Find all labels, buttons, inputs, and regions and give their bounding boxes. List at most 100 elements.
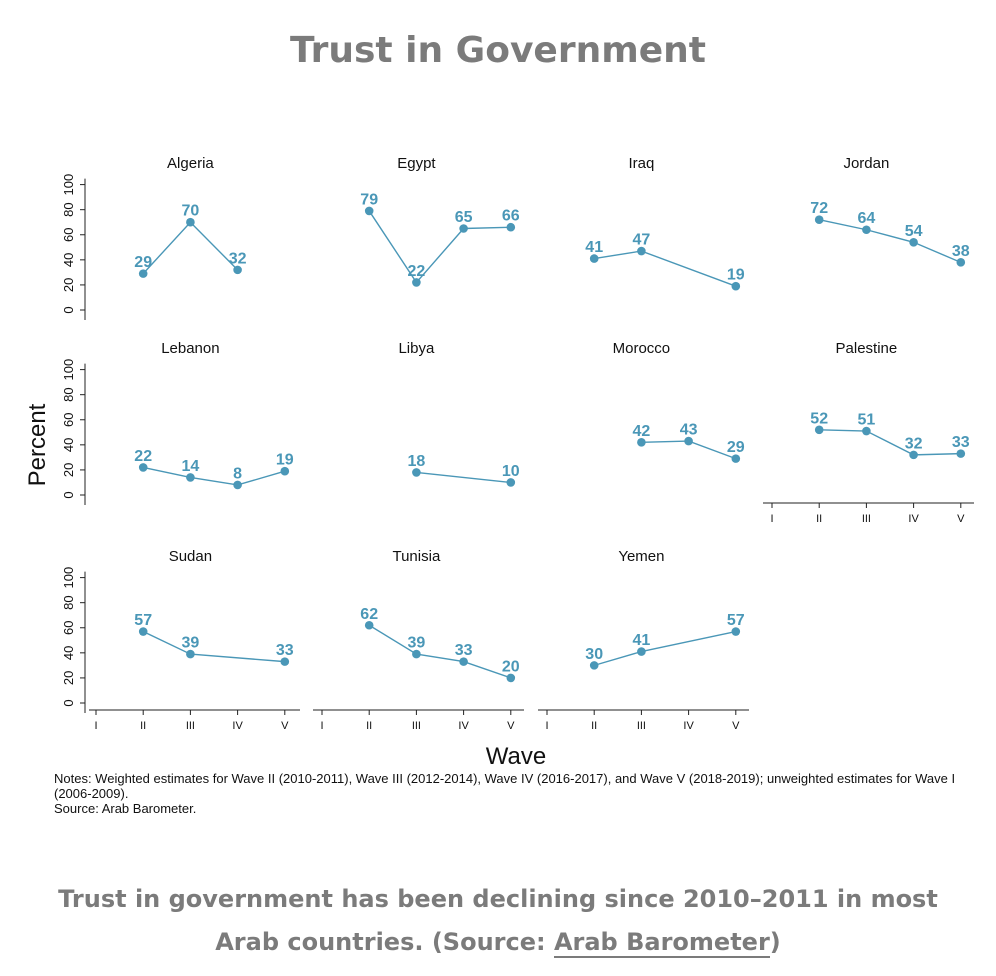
x-tick-label-yemen-iii: III (637, 720, 646, 732)
y-tick-label-row-2-20: 20 (61, 463, 76, 477)
data-label-algeria-ii: 29 (134, 254, 152, 271)
series-line-tunisia (368, 624, 512, 679)
data-point-libya-iii (412, 468, 421, 477)
data-label-morocco-iii: 42 (633, 423, 651, 440)
x-tick-label-palestine-v: V (957, 513, 965, 525)
data-label-palestine-iii: 51 (858, 412, 876, 429)
data-point-sudan-iii (186, 649, 195, 659)
data-label-sudan-v: 33 (276, 642, 294, 659)
panel-title-iraq: Iraq (628, 155, 654, 172)
x-tick-label-tunisia-iv: IV (458, 720, 469, 732)
data-point-lebanon-ii (138, 463, 148, 472)
data-label-libya-iii: 18 (408, 453, 426, 470)
data-label-yemen-ii: 30 (585, 646, 603, 663)
caption-end: ) (769, 928, 781, 956)
data-label-iraq-iii: 47 (633, 232, 651, 249)
y-tick-label-row-1-20: 20 (61, 278, 76, 292)
data-point-lebanon-iv (233, 480, 242, 490)
y-tick-label-row-2-40: 40 (61, 438, 76, 452)
panel-title-algeria: Algeria (167, 155, 214, 172)
data-point-lebanon-v (280, 466, 290, 476)
caption-text: Trust in government has been declining s… (58, 885, 938, 956)
x-tick-label-tunisia-i: I (320, 720, 323, 732)
series-line-yemen (594, 630, 736, 667)
y-tick-label-row-1-40: 40 (61, 253, 76, 267)
x-tick-label-palestine-i: I (770, 513, 773, 525)
data-label-jordan-iv: 54 (905, 223, 923, 240)
data-point-libya-v (506, 478, 516, 487)
y-axis-title: Percent (24, 403, 51, 486)
data-point-egypt-ii (364, 206, 374, 216)
series-line-iraq (594, 250, 737, 287)
data-point-sudan-ii (138, 627, 148, 636)
data-point-tunisia-iv (459, 657, 468, 666)
data-point-iraq-v (731, 281, 741, 291)
panel-title-egypt: Egypt (397, 155, 436, 172)
x-axis-title: Wave (486, 743, 546, 770)
data-point-morocco-v (731, 454, 741, 463)
data-point-tunisia-v (506, 673, 516, 683)
y-tick-label-row-3-100: 100 (61, 567, 76, 589)
data-label-sudan-ii: 57 (134, 612, 152, 629)
series-line-egypt (368, 210, 511, 284)
data-label-lebanon-iv: 8 (233, 465, 242, 482)
data-point-palestine-ii (814, 425, 824, 435)
data-point-jordan-iv (909, 237, 918, 247)
series-line-palestine (819, 429, 961, 456)
y-tick-label-row-1-100: 100 (61, 174, 76, 196)
page-title: Trust in Government (290, 30, 706, 71)
y-tick-label-row-3-80: 80 (61, 595, 76, 609)
data-point-morocco-iv (684, 436, 693, 446)
data-point-iraq-iii (637, 246, 646, 256)
data-point-palestine-v (956, 449, 966, 458)
data-point-algeria-ii (138, 269, 148, 278)
y-tick-label-row-2-80: 80 (61, 387, 76, 401)
y-tick-label-row-3-40: 40 (61, 646, 76, 660)
data-label-palestine-ii: 52 (810, 410, 828, 427)
data-label-palestine-iv: 32 (905, 435, 923, 452)
y-tick-label-row-1-60: 60 (61, 228, 76, 242)
y-tick-label-row-3-20: 20 (61, 671, 76, 685)
data-point-egypt-iii (412, 278, 421, 287)
data-label-egypt-ii: 79 (360, 191, 378, 208)
data-label-iraq-v: 19 (727, 267, 745, 284)
data-label-yemen-iii: 41 (633, 632, 651, 649)
panel-title-libya: Libya (398, 340, 435, 357)
data-label-jordan-ii: 72 (810, 200, 828, 217)
data-point-sudan-v (280, 657, 290, 666)
data-label-iraq-ii: 41 (585, 239, 603, 256)
data-label-lebanon-iii: 14 (182, 458, 200, 475)
data-label-jordan-v: 38 (952, 243, 970, 260)
series-line-algeria (142, 221, 239, 275)
y-tick-label-row-1-80: 80 (61, 202, 76, 216)
data-point-algeria-iv (233, 265, 242, 275)
data-label-lebanon-ii: 22 (134, 448, 152, 465)
arab-barometer-link[interactable]: Arab Barometer (553, 928, 770, 958)
x-tick-label-tunisia-ii: II (366, 720, 372, 732)
x-tick-label-sudan-iii: III (186, 720, 195, 732)
data-point-yemen-ii (589, 661, 599, 670)
y-tick-label-row-3-60: 60 (61, 621, 76, 635)
data-point-jordan-ii (814, 215, 824, 225)
x-tick-label-yemen-v: V (732, 720, 740, 732)
source-text: Source: Arab Barometer. (54, 801, 197, 816)
x-tick-label-palestine-iii: III (862, 513, 871, 525)
x-tick-label-palestine-ii: II (816, 513, 822, 525)
data-point-tunisia-iii (412, 649, 421, 659)
x-tick-label-yemen-iv: IV (683, 720, 694, 732)
data-label-egypt-iii: 22 (408, 263, 426, 280)
y-tick-label-row-2-60: 60 (61, 413, 76, 427)
panel-title-morocco: Morocco (613, 340, 671, 357)
y-tick-label-row-3-0: 0 (61, 699, 76, 706)
data-label-egypt-iv: 65 (455, 209, 473, 226)
data-point-algeria-iii (186, 217, 195, 227)
data-point-morocco-iii (637, 438, 646, 447)
data-label-tunisia-v: 20 (502, 658, 520, 675)
series-line-sudan (142, 630, 285, 663)
x-tick-label-sudan-v: V (281, 720, 289, 732)
series-line-libya (416, 471, 511, 484)
data-label-morocco-iv: 43 (680, 422, 698, 439)
data-label-palestine-v: 33 (952, 434, 970, 451)
data-label-sudan-iii: 39 (182, 635, 200, 652)
y-tick-label-row-1-0: 0 (61, 306, 76, 313)
